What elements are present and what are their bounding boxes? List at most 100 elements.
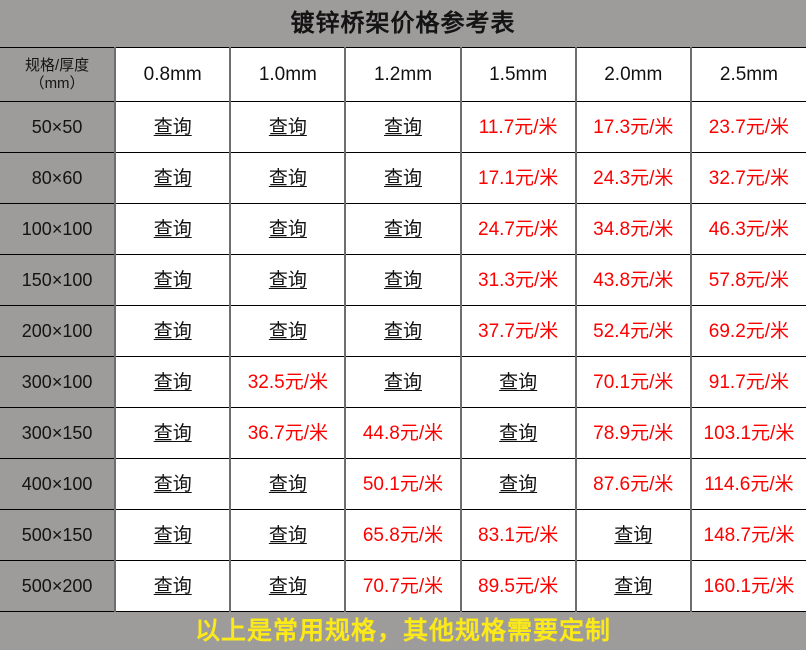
query-label: 查询 bbox=[153, 371, 192, 393]
query-label: 查询 bbox=[614, 575, 653, 597]
query-link-cell[interactable]: 查询 bbox=[344, 254, 462, 306]
price-cell: 17.1元/米 bbox=[459, 152, 577, 204]
query-link-cell[interactable]: 查询 bbox=[459, 407, 577, 459]
price-value: 43.8元/米 bbox=[593, 269, 674, 291]
query-link-cell[interactable]: 查询 bbox=[229, 101, 347, 153]
price-cell: 65.8元/米 bbox=[344, 509, 462, 561]
price-cell: 103.1元/米 bbox=[689, 407, 806, 459]
row-header-spec: 50×50 bbox=[0, 101, 117, 153]
price-cell: 43.8元/米 bbox=[574, 254, 692, 306]
row-header-spec: 400×100 bbox=[0, 458, 117, 510]
price-cell: 114.6元/米 bbox=[689, 458, 806, 510]
query-label: 查询 bbox=[153, 116, 192, 138]
price-cell: 37.7元/米 bbox=[459, 305, 577, 357]
query-link-cell[interactable]: 查询 bbox=[229, 203, 347, 255]
query-link-cell[interactable]: 查询 bbox=[229, 254, 347, 306]
column-header-2-5mm: 2.5mm bbox=[689, 47, 806, 102]
price-value: 70.7元/米 bbox=[362, 575, 444, 597]
row-header-spec: 500×150 bbox=[0, 509, 117, 561]
query-label: 查询 bbox=[499, 422, 538, 444]
query-link-cell[interactable]: 查询 bbox=[344, 101, 462, 153]
table-head: 规格/厚度 （mm） 0.8mm 1.0mm 1.2mm 1.5mm 2.0mm… bbox=[0, 47, 806, 102]
price-cell: 36.7元/米 bbox=[229, 407, 347, 459]
query-link-cell[interactable]: 查询 bbox=[574, 560, 692, 612]
price-cell: 50.1元/米 bbox=[344, 458, 462, 510]
query-label: 查询 bbox=[153, 422, 192, 444]
price-cell: 87.6元/米 bbox=[574, 458, 692, 510]
price-value: 36.7元/米 bbox=[247, 422, 328, 444]
query-link-cell[interactable]: 查询 bbox=[114, 509, 232, 561]
column-header-1-0mm: 1.0mm bbox=[229, 47, 347, 102]
query-label: 查询 bbox=[383, 167, 422, 189]
footer-note: 以上是常用规格，其他规格需要定制 bbox=[194, 617, 611, 645]
column-header-spec-line2: （mm） bbox=[29, 74, 85, 92]
query-link-cell[interactable]: 查询 bbox=[114, 458, 232, 510]
query-label: 查询 bbox=[153, 524, 192, 546]
query-link-cell[interactable]: 查询 bbox=[114, 305, 232, 357]
price-value: 46.3元/米 bbox=[708, 218, 790, 240]
query-link-cell[interactable]: 查询 bbox=[459, 458, 577, 510]
query-link-cell[interactable]: 查询 bbox=[114, 254, 232, 306]
query-link-cell[interactable]: 查询 bbox=[229, 458, 347, 510]
table-row: 100×100 查询 查询 查询 24.7元/米 34.8元/米 46.3元/米 bbox=[0, 203, 806, 255]
price-cell: 57.8元/米 bbox=[689, 254, 806, 306]
price-value: 57.8元/米 bbox=[708, 269, 790, 291]
query-link-cell[interactable]: 查询 bbox=[229, 305, 347, 357]
table-row: 80×60 查询 查询 查询 17.1元/米 24.3元/米 32.7元/米 bbox=[0, 152, 806, 204]
query-label: 查询 bbox=[268, 218, 307, 240]
query-link-cell[interactable]: 查询 bbox=[114, 101, 232, 153]
price-value: 37.7元/米 bbox=[478, 320, 559, 342]
table-row: 200×100 查询 查询 查询 37.7元/米 52.4元/米 69.2元/米 bbox=[0, 305, 806, 357]
query-label: 查询 bbox=[153, 269, 192, 291]
query-link-cell[interactable]: 查询 bbox=[344, 203, 462, 255]
price-value: 23.7元/米 bbox=[708, 116, 790, 138]
price-cell: 160.1元/米 bbox=[689, 560, 806, 612]
query-link-cell[interactable]: 查询 bbox=[114, 560, 232, 612]
price-value: 50.1元/米 bbox=[362, 473, 444, 495]
query-label: 查询 bbox=[268, 524, 307, 546]
query-link-cell[interactable]: 查询 bbox=[114, 407, 232, 459]
query-label: 查询 bbox=[153, 575, 192, 597]
price-cell: 23.7元/米 bbox=[689, 101, 806, 153]
query-link-cell[interactable]: 查询 bbox=[574, 509, 692, 561]
price-cell: 32.5元/米 bbox=[229, 356, 347, 408]
price-cell: 52.4元/米 bbox=[574, 305, 692, 357]
query-label: 查询 bbox=[268, 320, 307, 342]
query-label: 查询 bbox=[383, 218, 422, 240]
row-header-spec: 200×100 bbox=[0, 305, 117, 357]
query-link-cell[interactable]: 查询 bbox=[114, 152, 232, 204]
price-cell: 11.7元/米 bbox=[459, 101, 577, 153]
price-cell: 34.8元/米 bbox=[574, 203, 692, 255]
price-value: 69.2元/米 bbox=[708, 320, 790, 342]
price-value: 31.3元/米 bbox=[478, 269, 559, 291]
query-label: 查询 bbox=[383, 116, 422, 138]
price-value: 44.8元/米 bbox=[362, 422, 444, 444]
query-link-cell[interactable]: 查询 bbox=[344, 152, 462, 204]
price-value: 24.3元/米 bbox=[593, 167, 674, 189]
table-row: 300×100 查询 32.5元/米 查询 查询 70.1元/米 91.7元/米 bbox=[0, 356, 806, 408]
row-header-spec: 150×100 bbox=[0, 254, 117, 306]
price-value: 103.1元/米 bbox=[703, 422, 795, 444]
query-link-cell[interactable]: 查询 bbox=[114, 356, 232, 408]
query-label: 查询 bbox=[153, 218, 192, 240]
row-header-spec: 100×100 bbox=[0, 203, 117, 255]
price-value: 11.7元/米 bbox=[478, 116, 558, 138]
query-link-cell[interactable]: 查询 bbox=[344, 305, 462, 357]
query-link-cell[interactable]: 查询 bbox=[344, 356, 462, 408]
query-label: 查询 bbox=[499, 473, 538, 495]
query-link-cell[interactable]: 查询 bbox=[459, 356, 577, 408]
query-link-cell[interactable]: 查询 bbox=[229, 152, 347, 204]
query-link-cell[interactable]: 查询 bbox=[229, 560, 347, 612]
row-header-spec: 80×60 bbox=[0, 152, 117, 204]
price-cell: 70.7元/米 bbox=[344, 560, 462, 612]
query-link-cell[interactable]: 查询 bbox=[229, 509, 347, 561]
price-cell: 31.3元/米 bbox=[459, 254, 577, 306]
footer-band: 以上是常用规格，其他规格需要定制 bbox=[0, 612, 806, 650]
price-value: 34.8元/米 bbox=[593, 218, 674, 240]
query-label: 查询 bbox=[383, 269, 422, 291]
query-link-cell[interactable]: 查询 bbox=[114, 203, 232, 255]
query-label: 查询 bbox=[268, 575, 307, 597]
price-cell: 70.1元/米 bbox=[574, 356, 692, 408]
table-body: 50×50 查询 查询 查询 11.7元/米 17.3元/米 23.7元/米 80×60 查询查… bbox=[0, 101, 806, 612]
